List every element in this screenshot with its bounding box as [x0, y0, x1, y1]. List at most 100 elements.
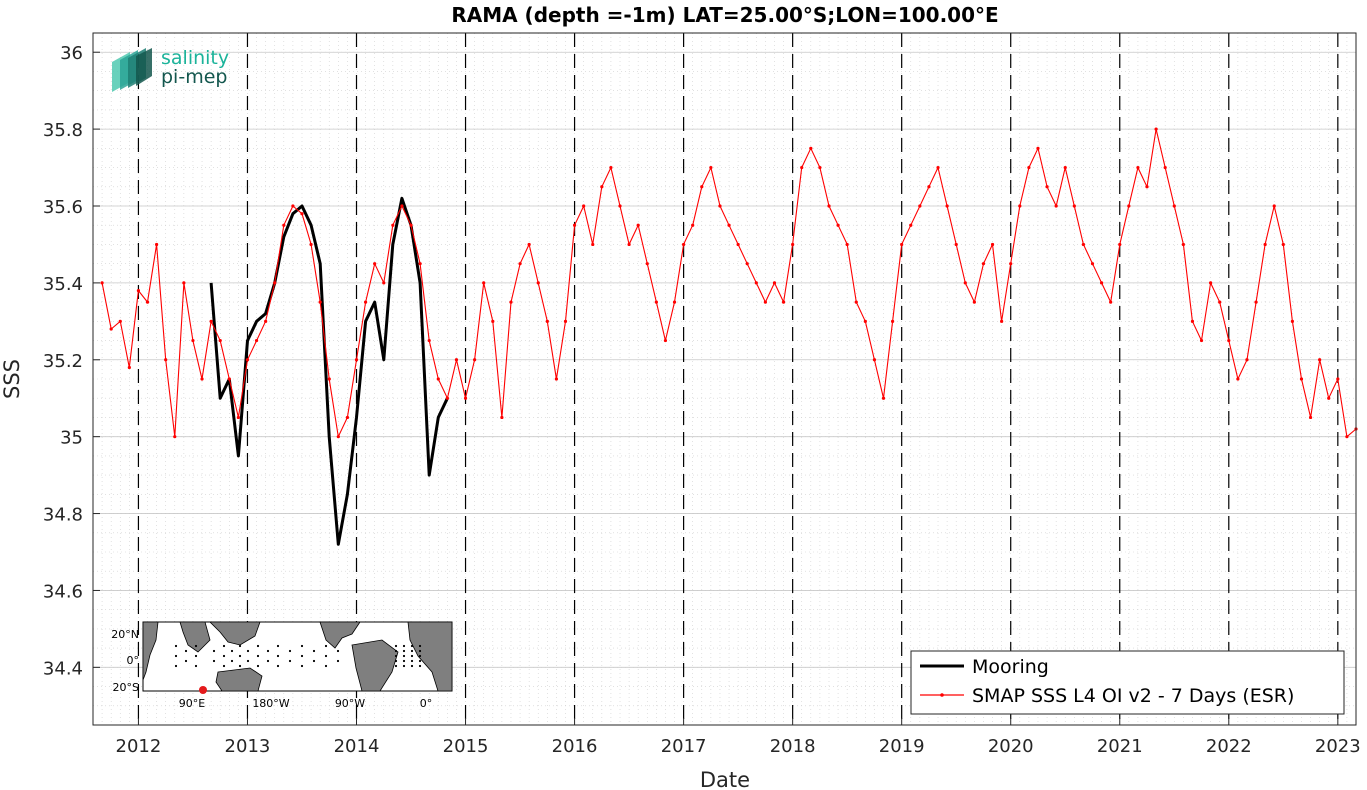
inset-mooring-dot — [266, 659, 270, 663]
series-point-satellite — [900, 242, 904, 247]
inset-mooring-dot — [174, 664, 178, 668]
series-point-satellite — [890, 319, 895, 323]
series-point-satellite — [1308, 415, 1313, 420]
series-point-satellite — [454, 358, 459, 362]
series-point-satellite — [763, 300, 767, 304]
series-point-satellite — [127, 365, 131, 370]
inset-mooring-dot — [418, 644, 422, 648]
x-tick-label: 2022 — [1206, 736, 1252, 757]
inset-mooring-dot — [194, 664, 198, 668]
inset-lat-label-2: 20°S — [113, 681, 139, 694]
inset-mooring-dot — [276, 664, 280, 668]
inset-mooring-dot — [410, 659, 414, 663]
x-axis-label: Date — [700, 768, 750, 790]
series-point-satellite — [727, 223, 731, 227]
series-point-satellite — [600, 185, 604, 189]
inset-mooring-dot — [222, 664, 226, 668]
series-point-satellite — [136, 288, 141, 293]
legend: Mooring SMAP SSS L4 OI v2 - 7 Days (ESR) — [910, 650, 1345, 715]
series-point-satellite — [109, 327, 113, 331]
series-point-satellite — [781, 300, 786, 304]
series-point-satellite — [1027, 165, 1031, 170]
series-point-satellite — [845, 242, 849, 247]
series-point-satellite — [1009, 262, 1013, 266]
series-point-satellite — [1345, 435, 1349, 439]
inset-mooring-dot — [410, 649, 414, 653]
series-point-satellite — [927, 185, 931, 189]
series-point-satellite — [445, 396, 449, 400]
x-tick-label: 2016 — [552, 736, 598, 757]
series-point-satellite — [972, 300, 976, 304]
series-point-satellite — [909, 223, 913, 227]
series-point-satellite — [709, 165, 713, 170]
x-tick-label: 2023 — [1315, 736, 1361, 757]
series-point-satellite — [491, 319, 495, 323]
inset-mooring-dot — [324, 644, 328, 648]
series-point-satellite — [527, 242, 531, 247]
inset-mooring-dot — [288, 659, 292, 663]
inset-mooring-dot — [312, 659, 316, 663]
series-point-satellite — [1045, 185, 1049, 189]
series-point-satellite — [863, 319, 867, 323]
inset-mooring-dot — [256, 664, 260, 668]
y-tick-label: 35.4 — [43, 274, 83, 295]
location-marker-icon — [199, 686, 207, 694]
series-point-satellite — [1272, 204, 1276, 208]
series-point-satellite — [682, 242, 686, 247]
series-point-satellite — [291, 204, 295, 208]
series-point-satellite — [854, 300, 858, 304]
series-point-satellite — [836, 223, 840, 227]
inset-mooring-dot — [394, 654, 398, 658]
legend-label-mooring: Mooring — [972, 656, 1049, 678]
series-point-satellite — [572, 223, 577, 227]
series-point-satellite — [473, 358, 477, 362]
inset-mooring-dot — [256, 644, 260, 648]
series-point-satellite — [1109, 300, 1113, 304]
series-point-satellite — [1199, 338, 1204, 343]
inset-mooring-dot — [336, 649, 340, 653]
series-point-satellite — [672, 300, 677, 304]
inset-mooring-dot — [312, 649, 316, 653]
series-point-satellite — [1154, 127, 1158, 131]
series-point-satellite — [345, 415, 350, 420]
series-point-satellite — [500, 415, 504, 420]
series-point-satellite — [245, 358, 250, 362]
salinity-pi-mep-logo: salinity pi-mep — [112, 47, 229, 92]
inset-mooring-dot — [336, 659, 340, 663]
series-point-satellite — [745, 262, 749, 266]
series-point-satellite — [1227, 338, 1231, 343]
series-point-satellite — [1018, 204, 1022, 208]
series-point-satellite — [155, 242, 159, 247]
series-point-satellite — [718, 204, 722, 208]
series-point-satellite — [827, 204, 831, 208]
series-point-satellite — [145, 300, 150, 304]
inset-mooring-dot — [184, 659, 188, 663]
inset-mooring-dot — [402, 644, 406, 648]
logo-line-1: salinity — [161, 47, 229, 69]
series-point-satellite — [100, 281, 104, 285]
series-point-satellite — [400, 204, 404, 208]
inset-mooring-dot — [402, 649, 406, 653]
series-point-satellite — [1190, 319, 1195, 323]
series-point-satellite — [945, 204, 949, 208]
series-point-satellite — [563, 319, 568, 323]
series-point-satellite — [436, 377, 440, 381]
inset-mooring-dot — [184, 649, 188, 653]
inset-mooring-dot — [230, 649, 234, 653]
y-tick-label: 34.4 — [43, 658, 83, 679]
inset-mooring-dot — [410, 654, 414, 658]
logo-line-2: pi-mep — [161, 66, 227, 88]
series-line-mooring — [209, 196, 449, 546]
series-point-satellite — [509, 300, 513, 304]
series-point-satellite — [881, 396, 886, 400]
series-point-satellite — [300, 212, 304, 216]
series-point-satellite — [1072, 204, 1076, 208]
series-point-satellite — [663, 338, 668, 343]
inset-mooring-dot — [402, 664, 406, 668]
series-point-satellite — [1136, 165, 1140, 170]
x-tick-label: 2014 — [334, 736, 380, 757]
inset-mooring-dot — [222, 644, 226, 648]
inset-mooring-dot — [276, 654, 280, 658]
series-point-satellite — [1218, 300, 1222, 304]
inset-mooring-dot — [222, 654, 226, 658]
